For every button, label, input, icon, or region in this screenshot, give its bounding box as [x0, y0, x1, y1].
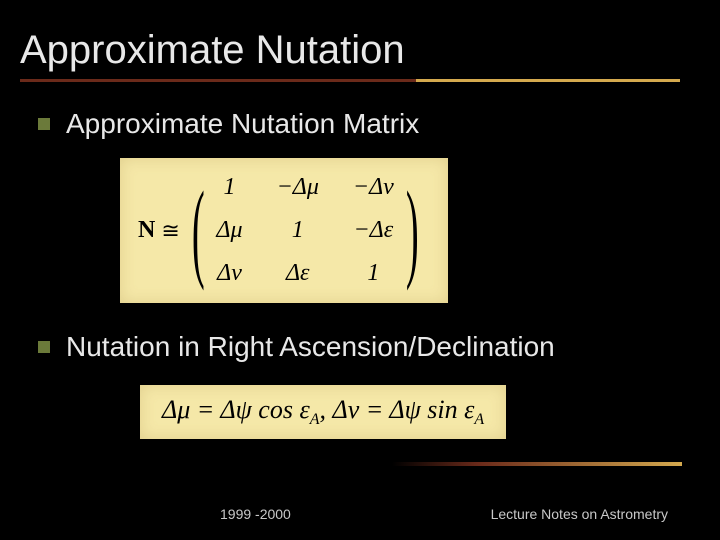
matrix-cell: −Δμ [277, 174, 319, 201]
matrix-formula-box: N ≅ ( 1 −Δμ −Δν Δμ 1 −Δε Δν Δε 1 ) [120, 158, 448, 303]
matrix-cell: Δν [217, 260, 242, 287]
bullet-text: Approximate Nutation Matrix [66, 108, 419, 140]
footer-title: Lecture Notes on Astrometry [491, 506, 668, 522]
matrix-formula: N ≅ ( 1 −Δμ −Δν Δμ 1 −Δε Δν Δε 1 ) [138, 168, 430, 293]
matrix-cell: 1 [223, 174, 235, 201]
matrix-grid: 1 −Δμ −Δν Δμ 1 −Δε Δν Δε 1 [216, 168, 393, 293]
eq-subscript: A [474, 411, 484, 428]
accent-bar [392, 462, 682, 466]
matrix-cell: −Δε [353, 217, 393, 244]
matrix-cell: Δε [286, 260, 310, 287]
matrix-cell: 1 [367, 260, 379, 287]
bullet-marker-icon [38, 118, 50, 130]
bullet-item: Nutation in Right Ascension/Declination [20, 331, 700, 363]
matrix-lhs: N [138, 217, 155, 244]
bullet-marker-icon [38, 341, 50, 353]
eq-part: Δν = Δψ sin ε [332, 395, 474, 424]
matrix-relation: ≅ [161, 218, 179, 244]
bullet-item: Approximate Nutation Matrix [20, 108, 700, 140]
matrix-cell: Δμ [216, 217, 242, 244]
eq-part: Δμ = Δψ cos ε [162, 395, 310, 424]
slide: Approximate Nutation Approximate Nutatio… [0, 0, 720, 540]
slide-title: Approximate Nutation [20, 28, 700, 73]
paren-left-icon: ( [192, 184, 205, 278]
title-underline [20, 79, 680, 82]
bullet-text: Nutation in Right Ascension/Declination [66, 331, 555, 363]
equation-formula-box: Δμ = Δψ cos εA, Δν = Δψ sin εA [140, 385, 506, 439]
footer-date: 1999 -2000 [220, 506, 291, 522]
matrix-cell: 1 [292, 217, 304, 244]
footer: 1999 -2000 Lecture Notes on Astrometry [0, 506, 720, 522]
paren-right-icon: ) [406, 184, 419, 278]
equation-formula: Δμ = Δψ cos εA, Δν = Δψ sin εA [162, 395, 484, 429]
eq-sep: , [319, 395, 332, 424]
matrix-cell: −Δν [353, 174, 394, 201]
